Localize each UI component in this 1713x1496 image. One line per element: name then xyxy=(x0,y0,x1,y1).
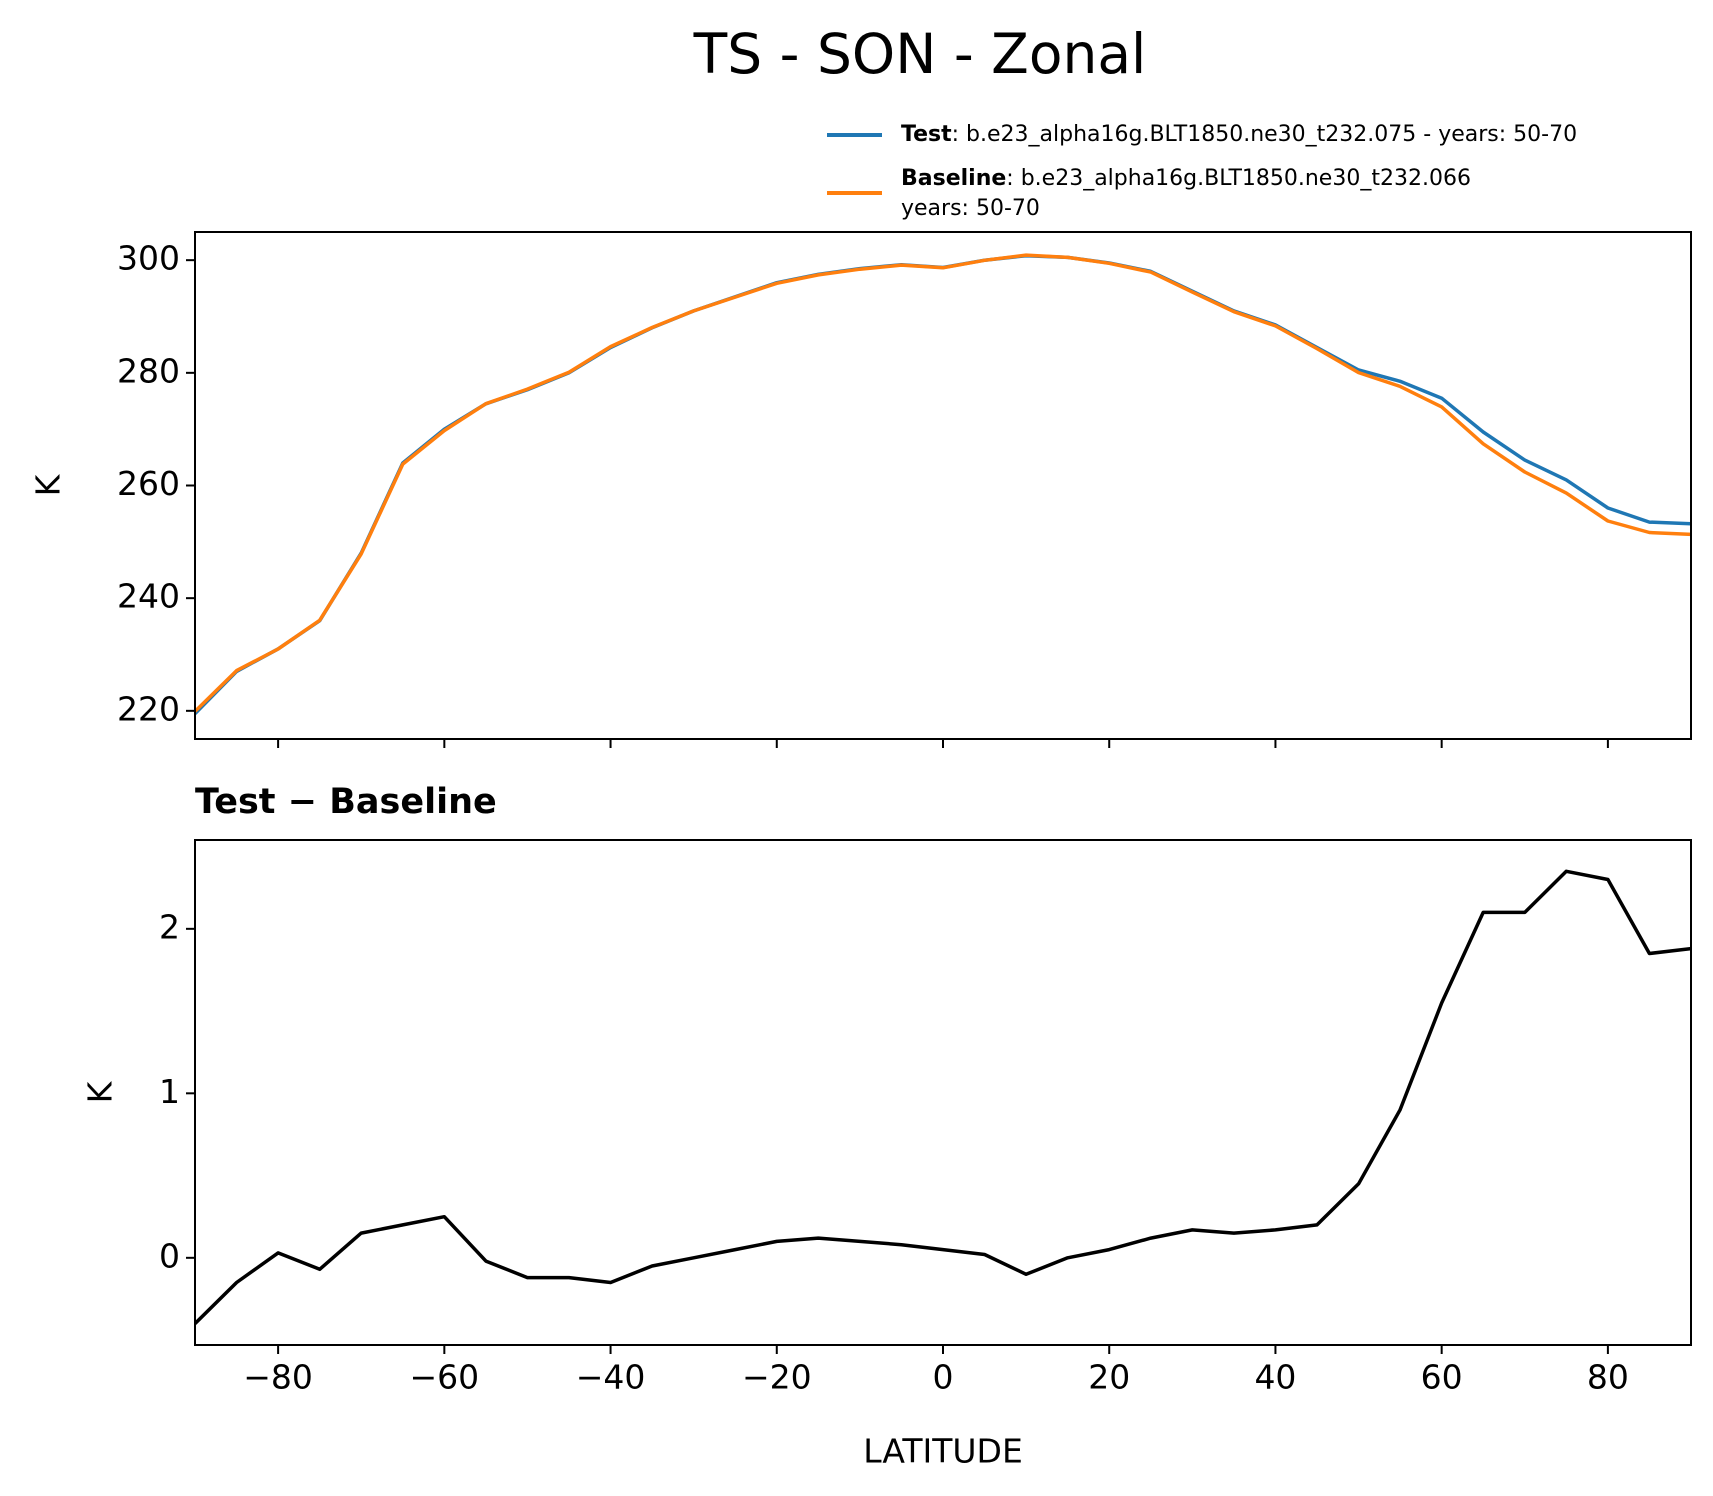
axes-title: Test − Baseline xyxy=(195,782,497,822)
x-tick-label: 40 xyxy=(1254,1358,1296,1397)
data-line xyxy=(195,869,1691,1325)
legend-name: Baseline xyxy=(901,166,1006,191)
legend-label: : b.e23_alpha16g.BLT1850.ne30_t232.075 -… xyxy=(952,122,1577,147)
y-tick-label: 300 xyxy=(117,239,180,278)
y-tick-label: 240 xyxy=(117,577,180,616)
y-tick-label: 280 xyxy=(117,351,180,390)
y-tick-label: 260 xyxy=(117,464,180,503)
data-line xyxy=(195,253,1691,715)
figure-title: TS - SON - Zonal xyxy=(693,22,1147,86)
x-tick-label: −20 xyxy=(742,1358,812,1397)
y-tick-label: 2 xyxy=(159,907,180,946)
data-line xyxy=(195,253,1691,713)
y-axis-label: K xyxy=(29,473,68,496)
x-tick-label: 0 xyxy=(933,1358,954,1397)
x-tick-label: −80 xyxy=(243,1358,313,1397)
axes-frame xyxy=(194,839,1692,1346)
x-tick-label: 80 xyxy=(1587,1358,1629,1397)
axes-frame xyxy=(194,231,1692,740)
y-tick-label: 1 xyxy=(159,1072,180,1111)
y-axis-label: K xyxy=(81,1080,120,1103)
x-axis-label: LATITUDE xyxy=(863,1432,1023,1471)
legend-text: Baseline: b.e23_alpha16g.BLT1850.ne30_t2… xyxy=(901,166,1471,191)
x-tick-label: 20 xyxy=(1088,1358,1130,1397)
legend-name: Test xyxy=(901,122,952,147)
x-tick-label: −60 xyxy=(410,1358,480,1397)
legend-label: : b.e23_alpha16g.BLT1850.ne30_t232.066 xyxy=(1006,166,1471,191)
legend-text: Test: b.e23_alpha16g.BLT1850.ne30_t232.0… xyxy=(901,122,1577,147)
y-tick-label: 220 xyxy=(117,689,180,728)
y-tick-label: 0 xyxy=(159,1236,180,1275)
x-tick-label: 60 xyxy=(1421,1358,1463,1397)
legend-text: years: 50-70 xyxy=(901,196,1040,221)
x-tick-label: −40 xyxy=(576,1358,646,1397)
